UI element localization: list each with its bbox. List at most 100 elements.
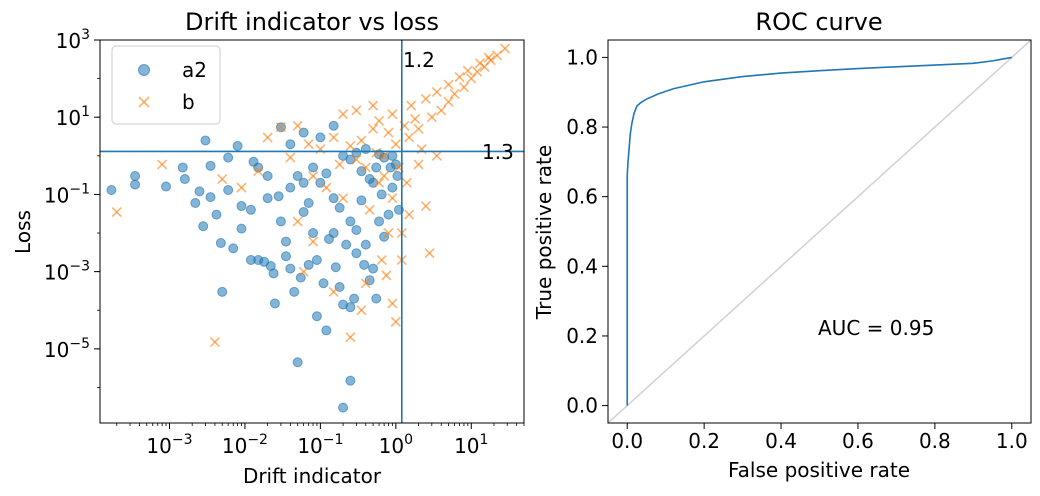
point-b bbox=[413, 123, 424, 134]
point-b bbox=[462, 65, 473, 76]
point-a2 bbox=[387, 182, 398, 193]
legend-frame bbox=[111, 45, 221, 125]
point-b bbox=[157, 159, 168, 170]
point-a2 bbox=[345, 216, 356, 227]
scatter-points bbox=[106, 43, 511, 413]
y-tick-label: 0.6 bbox=[566, 185, 598, 209]
point-b bbox=[383, 127, 394, 138]
legend-label-b: b bbox=[182, 90, 195, 114]
point-a2 bbox=[273, 191, 284, 202]
point-a2 bbox=[194, 186, 205, 197]
point-a2 bbox=[311, 255, 322, 266]
x-tick-label: 1.0 bbox=[996, 429, 1028, 453]
x-tick-label: 0.4 bbox=[765, 429, 797, 453]
scatter-x-ticks: 10−3 10−2 10−1 100 101 bbox=[116, 423, 525, 458]
point-a2 bbox=[385, 162, 396, 173]
x-tick-label: 0.6 bbox=[842, 429, 874, 453]
point-a2 bbox=[217, 286, 228, 297]
point-a2 bbox=[223, 152, 234, 163]
point-b bbox=[360, 162, 371, 173]
point-a2 bbox=[356, 195, 367, 206]
y-tick-label: 10−5 bbox=[44, 336, 90, 362]
scatter-legend: a2 b bbox=[111, 45, 221, 125]
point-a2 bbox=[330, 262, 341, 273]
point-b bbox=[390, 139, 401, 150]
point-b bbox=[374, 177, 385, 188]
point-a2 bbox=[328, 193, 339, 204]
point-b bbox=[209, 336, 220, 348]
point-a2 bbox=[345, 375, 356, 386]
point-a2 bbox=[351, 224, 362, 235]
point-a2 bbox=[303, 259, 314, 270]
y-tick-label: 1.0 bbox=[566, 45, 598, 69]
point-b bbox=[410, 113, 421, 125]
point-a2 bbox=[368, 263, 379, 274]
point-a2 bbox=[383, 209, 394, 220]
point-b bbox=[345, 332, 356, 343]
point-b bbox=[111, 206, 122, 218]
point-a2 bbox=[308, 162, 319, 173]
point-b bbox=[420, 200, 431, 212]
point-a2 bbox=[371, 293, 382, 304]
point-b bbox=[387, 298, 398, 309]
y-tick-label: 101 bbox=[56, 104, 90, 130]
point-a2 bbox=[315, 177, 326, 188]
point-b bbox=[472, 66, 483, 77]
point-a2 bbox=[280, 251, 291, 262]
point-a2 bbox=[334, 281, 345, 292]
point-a2 bbox=[308, 228, 319, 239]
y-tick-label: 103 bbox=[56, 27, 90, 53]
y-tick-label: 0.2 bbox=[566, 324, 598, 348]
point-a2 bbox=[328, 120, 339, 131]
point-b bbox=[303, 139, 314, 150]
point-b bbox=[368, 100, 379, 111]
scatter-y-ticks: 10−5 10−3 10−1 101 103 bbox=[44, 27, 100, 388]
point-b bbox=[334, 159, 345, 170]
point-a2 bbox=[392, 171, 403, 182]
point-b bbox=[321, 182, 332, 193]
y-tick-label: 0.4 bbox=[566, 254, 598, 278]
point-b bbox=[443, 96, 454, 107]
point-a2 bbox=[292, 357, 303, 368]
x-tick-label: 101 bbox=[454, 432, 488, 458]
point-a2 bbox=[106, 185, 117, 196]
point-b bbox=[454, 71, 465, 83]
point-b bbox=[253, 166, 264, 177]
legend-marker-a2 bbox=[138, 64, 150, 76]
point-b bbox=[356, 305, 367, 316]
point-b bbox=[379, 150, 390, 161]
point-a2 bbox=[359, 259, 370, 270]
roc-x-ticks: 0.0 0.2 0.4 0.6 0.8 1.0 bbox=[611, 423, 1028, 453]
point-a2 bbox=[268, 268, 279, 279]
point-b bbox=[424, 248, 435, 259]
point-a2 bbox=[321, 168, 332, 179]
point-a2 bbox=[292, 171, 303, 182]
point-a2 bbox=[236, 223, 247, 234]
point-a2 bbox=[349, 293, 360, 304]
x-tick-label: 0.8 bbox=[919, 429, 951, 453]
point-a2 bbox=[285, 182, 296, 193]
roc-x-axis-label: False positive rate bbox=[728, 458, 910, 482]
point-b bbox=[371, 147, 382, 158]
y-tick-label: 10−3 bbox=[44, 259, 90, 285]
point-a2 bbox=[328, 228, 339, 239]
point-b bbox=[292, 120, 303, 131]
legend-marker-b bbox=[138, 96, 150, 108]
point-a2 bbox=[205, 192, 216, 203]
point-a2 bbox=[211, 209, 222, 220]
auc-annotation: AUC = 0.95 bbox=[818, 316, 934, 340]
point-b bbox=[474, 58, 485, 69]
point-a2 bbox=[321, 325, 332, 336]
point-a2 bbox=[177, 162, 188, 173]
x-tick-label: 10−3 bbox=[146, 432, 192, 458]
point-a2 bbox=[315, 132, 326, 143]
legend-label-a2: a2 bbox=[182, 58, 207, 82]
roc-frame bbox=[607, 39, 1032, 424]
point-b bbox=[404, 132, 415, 143]
roc-y-ticks: 0.0 0.2 0.4 0.6 0.8 1.0 bbox=[566, 45, 608, 418]
roc-y-axis-label: True positive rate bbox=[532, 145, 556, 320]
threshold-y-label: 1.3 bbox=[482, 140, 514, 164]
point-a2 bbox=[351, 248, 362, 259]
point-b bbox=[328, 132, 339, 143]
